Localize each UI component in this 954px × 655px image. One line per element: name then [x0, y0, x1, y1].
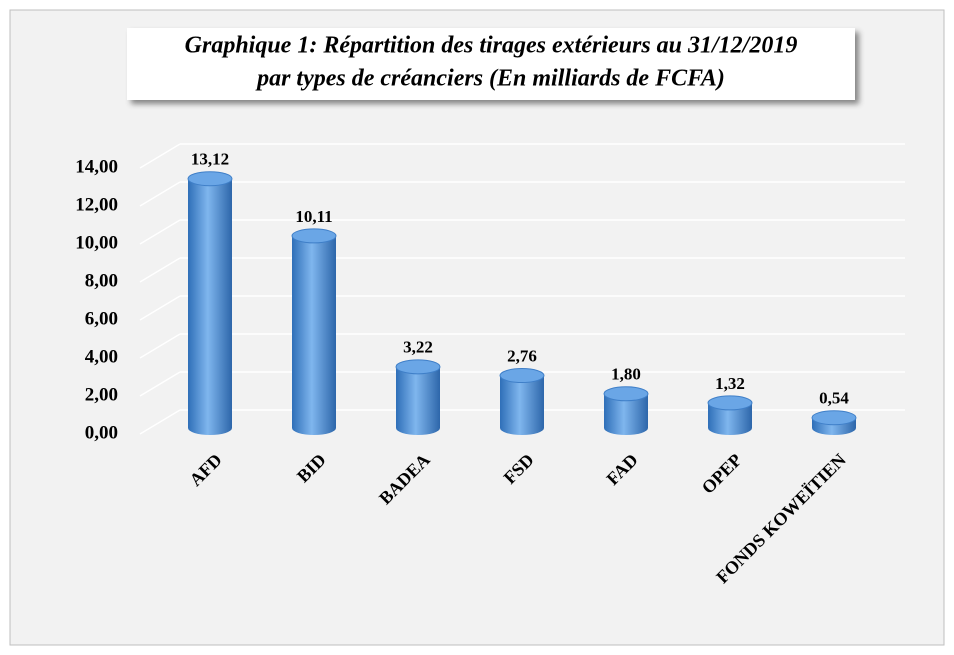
bar-top	[811, 410, 857, 426]
grid-line	[139, 181, 181, 207]
bar	[292, 235, 336, 435]
chart-title: Graphique 1: Répartition des tirages ext…	[185, 33, 798, 59]
y-tick-label: 10,00	[75, 232, 118, 253]
bar-top	[499, 368, 545, 384]
grid-line	[139, 333, 181, 359]
y-tick-label: 8,00	[85, 270, 118, 291]
data-label: 1,80	[611, 365, 641, 384]
grid-line	[139, 219, 181, 245]
grid-line	[139, 257, 181, 283]
plot-background	[9, 9, 945, 646]
grid-line	[139, 143, 181, 169]
data-label: 2,76	[507, 346, 537, 365]
grid-line	[139, 409, 181, 435]
y-tick-label: 14,00	[75, 156, 118, 177]
data-label: 10,11	[295, 207, 332, 226]
y-tick-label: 4,00	[85, 346, 118, 367]
bar-top	[707, 395, 753, 411]
grid-line	[139, 295, 181, 321]
bar-top	[603, 386, 649, 402]
data-label: 3,22	[403, 338, 433, 357]
bar-top	[395, 359, 441, 375]
bar-top	[291, 228, 337, 244]
y-tick-label: 6,00	[85, 308, 118, 329]
chart-title: par types de créanciers (En milliards de…	[255, 66, 725, 92]
grid-line	[139, 371, 181, 397]
data-label: 13,12	[191, 150, 229, 169]
y-tick-label: 12,00	[75, 194, 118, 215]
bar-top	[187, 171, 233, 187]
bar	[708, 402, 752, 435]
y-tick-label: 0,00	[85, 422, 118, 443]
y-tick-label: 2,00	[85, 384, 118, 405]
data-label: 1,32	[715, 374, 745, 393]
bar	[396, 366, 440, 435]
title-box	[127, 28, 855, 100]
bar	[188, 178, 232, 435]
bar	[500, 375, 544, 435]
bar	[604, 393, 648, 435]
data-label: 0,54	[819, 389, 849, 408]
